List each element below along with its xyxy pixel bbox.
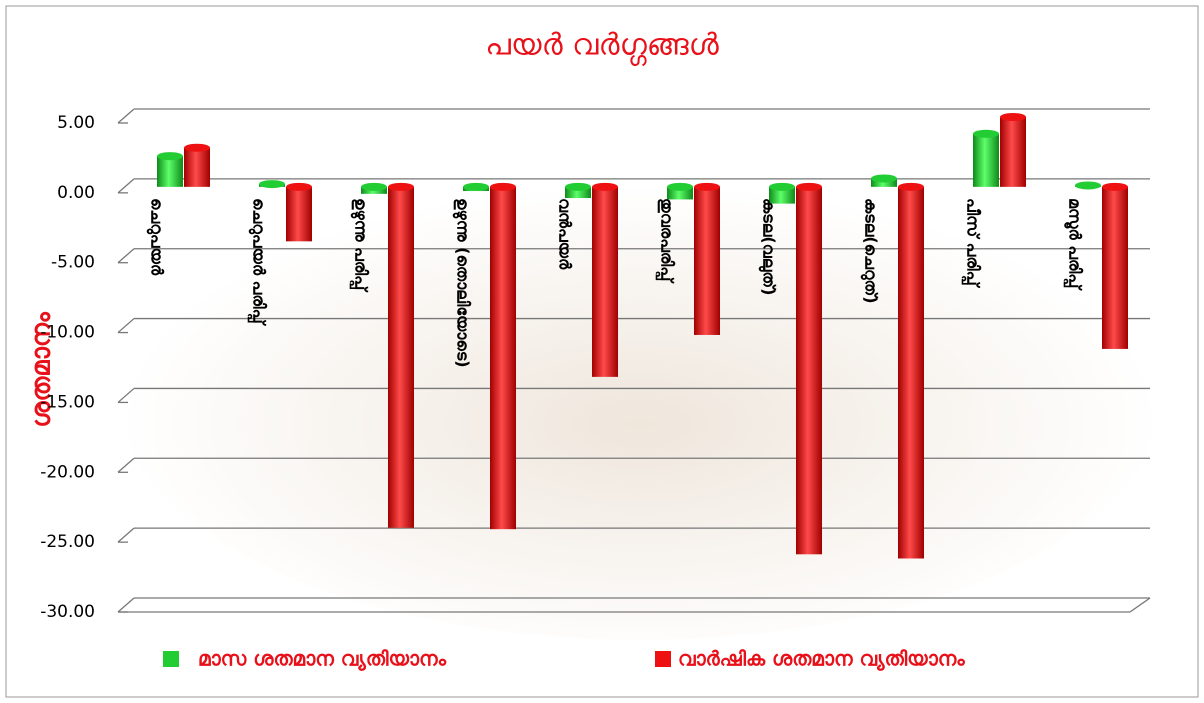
bar-cap bbox=[898, 182, 924, 191]
y-tick-label: -20.00 bbox=[40, 462, 95, 482]
grid-line-side bbox=[117, 597, 135, 613]
bar-cap bbox=[667, 182, 693, 191]
y-axis-label: ശതമാനം bbox=[27, 311, 57, 428]
background bbox=[120, 160, 1160, 640]
bar-cap bbox=[361, 182, 387, 191]
legend-swatch bbox=[163, 651, 179, 667]
bar bbox=[898, 186, 924, 559]
x-tick-label: കടല(വലുത്) bbox=[758, 198, 778, 295]
y-tick-label: 0.00 bbox=[57, 183, 95, 203]
bar bbox=[157, 156, 183, 187]
bar-cap bbox=[184, 143, 210, 152]
bar bbox=[973, 133, 999, 187]
x-tick-label: വൻപയർ bbox=[556, 198, 575, 270]
grid-line-side bbox=[117, 318, 135, 334]
x-tick-label: ചെറുപയർ bbox=[146, 198, 166, 276]
x-tick-label: ഉഴുന്നു പരിപ്പ് bbox=[348, 198, 370, 293]
bar-cap bbox=[973, 129, 999, 138]
legend-swatch bbox=[655, 651, 671, 667]
bar-cap bbox=[490, 182, 516, 191]
x-tick-label: മസൂർ പരിപ്പ് bbox=[1062, 198, 1084, 291]
bar-cap bbox=[694, 182, 720, 191]
x-tick-label: തുവരപരിപ്പ് bbox=[654, 198, 676, 284]
grid-line-side bbox=[117, 248, 135, 264]
bar bbox=[694, 186, 720, 335]
grid-line-side bbox=[117, 527, 135, 543]
bar-cap bbox=[769, 182, 795, 191]
bar-cap bbox=[463, 182, 489, 191]
bar-cap bbox=[871, 174, 897, 183]
bar-cap bbox=[259, 180, 285, 189]
y-tick-label: 5.00 bbox=[57, 113, 95, 133]
grid-line-side bbox=[117, 178, 135, 194]
bar bbox=[769, 186, 795, 204]
x-tick-label: ഉഴുന്നു (തൊലിയോടെ) bbox=[452, 198, 473, 368]
y-tick-label: -30.00 bbox=[40, 602, 95, 622]
bar bbox=[1102, 186, 1128, 349]
x-tick-label: കടല(ചെറുത്) bbox=[860, 198, 880, 304]
bar-cap bbox=[592, 182, 618, 191]
legend-label: മാസ ശതമാന വ്യതിയാനം bbox=[198, 647, 447, 672]
grid-line-side bbox=[117, 457, 135, 473]
bar-cap bbox=[565, 182, 591, 191]
y-tick-label: -10.00 bbox=[40, 323, 95, 343]
x-tick-label: പീസ് പരിപ്പ് bbox=[960, 198, 982, 288]
bar-cap bbox=[1000, 113, 1026, 121]
legend-label: വാർഷിക ശതമാന വ്യതിയാനം bbox=[678, 647, 965, 672]
bar bbox=[871, 178, 897, 187]
bar bbox=[388, 186, 414, 528]
bar bbox=[490, 186, 516, 530]
bar bbox=[565, 186, 591, 199]
y-tick-label: -5.00 bbox=[51, 253, 95, 273]
bar bbox=[1000, 117, 1026, 187]
y-tick-label: -25.00 bbox=[40, 532, 95, 552]
bar bbox=[286, 186, 312, 242]
floor-edge-right bbox=[1129, 597, 1151, 613]
bar-cap bbox=[286, 182, 312, 191]
bar-cap bbox=[157, 152, 183, 161]
chart-title: പയർ വർഗ്ഗങ്ങൾ bbox=[485, 28, 719, 68]
grid-line-side bbox=[117, 108, 135, 124]
x-tick-label: ചെറുപയർ പരിപ്പ് bbox=[246, 198, 268, 326]
bar-cap bbox=[1075, 181, 1101, 190]
bar-cap bbox=[388, 182, 414, 191]
bar bbox=[184, 147, 210, 187]
bar-cap bbox=[1102, 182, 1128, 191]
grid-line-side bbox=[117, 387, 135, 403]
bar bbox=[592, 186, 618, 377]
bar-cap bbox=[796, 182, 822, 191]
y-tick-label: -15.00 bbox=[40, 392, 95, 412]
bar bbox=[796, 186, 822, 555]
